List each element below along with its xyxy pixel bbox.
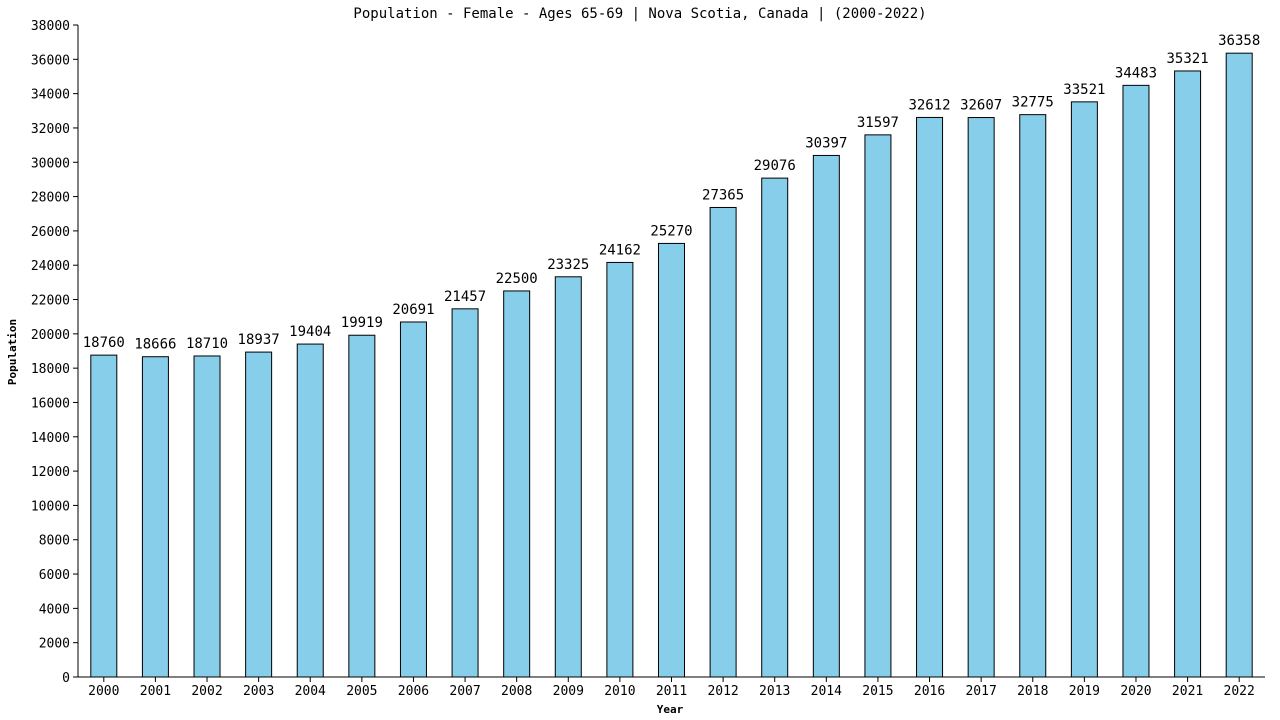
- x-axis-label: Year: [657, 703, 684, 716]
- y-axis-ticks: 0 2000 4000 6000 8000 10000 12000 14000 16000 180…: [31, 19, 78, 686]
- y-tick-label: 12000: [31, 465, 70, 480]
- bar-value-label: 20691: [392, 302, 434, 318]
- bars-group: 18760 18666 18710 18937 19404 19919 20691 21457…: [83, 33, 1260, 678]
- x-axis-ticks: 2000 2001 2002 2003 2004 2005 2006 2007 2008 2009…: [88, 677, 1255, 699]
- y-tick-label: 10000: [31, 499, 70, 514]
- y-tick-label: 36000: [31, 53, 70, 68]
- bar-2007: [451, 308, 479, 678]
- y-tick-label: 38000: [31, 19, 70, 34]
- bar-2015: [864, 134, 892, 678]
- bar-2005: [348, 334, 376, 678]
- y-tick-label: 4000: [39, 602, 70, 617]
- bar-value-label: 18760: [83, 335, 125, 351]
- x-tick-label: 2007: [449, 684, 480, 699]
- x-tick-label: 2019: [1069, 684, 1100, 699]
- bar-value-label: 21457: [444, 289, 486, 305]
- bar-value-label: 34483: [1115, 65, 1157, 81]
- bar-2009: [554, 276, 582, 678]
- bar-value-label: 35321: [1167, 51, 1209, 67]
- bar-value-label: 23325: [547, 257, 589, 273]
- x-tick-label: 2001: [140, 684, 171, 699]
- y-tick-label: 34000: [31, 88, 70, 103]
- x-tick-label: 2020: [1120, 684, 1151, 699]
- bar-2014: [812, 154, 840, 678]
- x-tick-label: 2005: [346, 684, 377, 699]
- y-tick-label: 20000: [31, 328, 70, 343]
- bar-value-label: 32607: [960, 98, 1002, 114]
- x-tick-label: 2009: [553, 684, 584, 699]
- bar-value-label: 27365: [702, 187, 744, 203]
- bar-value-label: 18710: [186, 336, 228, 352]
- x-tick-label: 2011: [656, 684, 687, 699]
- y-tick-label: 22000: [31, 294, 70, 309]
- y-tick-label: 2000: [39, 637, 70, 652]
- y-tick-label: 32000: [31, 122, 70, 137]
- x-tick-label: 2006: [398, 684, 429, 699]
- y-tick-label: 26000: [31, 225, 70, 240]
- bar-value-label: 24162: [599, 242, 641, 258]
- bar-value-label: 31597: [857, 115, 899, 131]
- bar-2008: [503, 290, 531, 678]
- bar-2017: [967, 117, 995, 678]
- x-tick-label: 2003: [243, 684, 274, 699]
- bar-value-label: 32612: [908, 97, 950, 113]
- x-tick-label: 2015: [862, 684, 893, 699]
- bar-2003: [245, 351, 273, 678]
- bar-value-label: 19919: [341, 315, 383, 331]
- bar-2011: [658, 242, 685, 678]
- bar-2021: [1174, 70, 1202, 678]
- y-tick-label: 30000: [31, 156, 70, 171]
- bar-value-label: 36358: [1218, 33, 1260, 49]
- y-tick-label: 8000: [39, 534, 70, 549]
- y-tick-label: 18000: [31, 362, 70, 377]
- bar-2018: [1019, 114, 1047, 678]
- bar-value-label: 18937: [238, 332, 280, 348]
- bar-2016: [916, 116, 944, 678]
- y-tick-label: 14000: [31, 431, 70, 446]
- bar-2000: [90, 354, 118, 678]
- bar-value-label: 25270: [650, 223, 692, 239]
- x-tick-label: 2004: [295, 684, 326, 699]
- bar-2006: [399, 321, 427, 678]
- x-tick-label: 2022: [1224, 684, 1255, 699]
- bar-value-label: 32775: [1012, 95, 1054, 111]
- x-tick-label: 2010: [604, 684, 635, 699]
- bar-value-label: 22500: [496, 271, 538, 287]
- x-tick-label: 2013: [759, 684, 790, 699]
- bar-2012: [709, 206, 737, 678]
- bar-2013: [761, 177, 789, 678]
- y-tick-label: 6000: [39, 568, 70, 583]
- bar-2001: [141, 356, 169, 678]
- bar-value-label: 19404: [289, 324, 331, 340]
- bar-2002: [193, 355, 221, 678]
- x-tick-label: 2012: [707, 684, 738, 699]
- bar-value-label: 30397: [805, 135, 847, 151]
- y-tick-label: 16000: [31, 396, 70, 411]
- x-tick-label: 2002: [191, 684, 222, 699]
- x-tick-label: 2017: [965, 684, 996, 699]
- x-tick-label: 2021: [1172, 684, 1203, 699]
- bar-value-label: 29076: [754, 158, 796, 174]
- y-tick-label: 28000: [31, 191, 70, 206]
- bar-2004: [296, 343, 324, 678]
- bar-2022: [1225, 52, 1253, 678]
- x-tick-label: 2014: [811, 684, 842, 699]
- x-tick-label: 2000: [88, 684, 119, 699]
- bar-2020: [1122, 84, 1150, 678]
- bar-value-label: 18666: [134, 337, 176, 353]
- bar-2019: [1070, 101, 1098, 678]
- chart-title: Population - Female - Ages 65-69 | Nova …: [353, 6, 926, 22]
- y-axis-label: Population: [6, 319, 19, 385]
- y-tick-label: 24000: [31, 259, 70, 274]
- x-tick-label: 2008: [501, 684, 532, 699]
- x-tick-label: 2016: [914, 684, 945, 699]
- x-tick-label: 2018: [1017, 684, 1048, 699]
- y-tick-label: 0: [62, 671, 70, 686]
- bar-2010: [606, 261, 634, 678]
- bar-value-label: 33521: [1063, 82, 1105, 98]
